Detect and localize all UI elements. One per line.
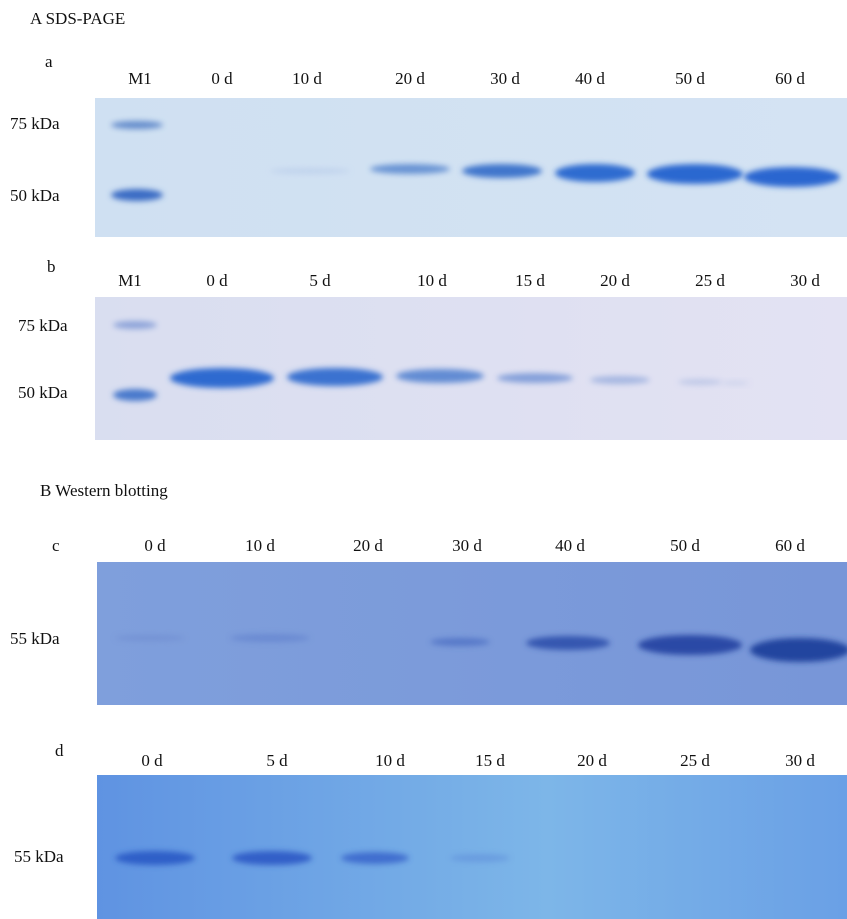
section-title: A SDS-PAGE bbox=[30, 9, 125, 28]
panel-label: d bbox=[55, 741, 64, 760]
lane-label: 20 d bbox=[600, 271, 630, 290]
marker-label: 55 kDa bbox=[14, 847, 64, 866]
lane-label: 10 d bbox=[375, 751, 405, 770]
band bbox=[232, 851, 312, 865]
lane-label: 20 d bbox=[353, 536, 383, 555]
lane-label: 5 d bbox=[266, 751, 288, 770]
band bbox=[341, 852, 409, 864]
lane-label: 50 d bbox=[675, 69, 705, 88]
lane-label: 40 d bbox=[575, 69, 605, 88]
lane-label: M1 bbox=[118, 271, 142, 290]
band bbox=[555, 164, 635, 182]
band bbox=[287, 368, 383, 386]
band bbox=[678, 379, 722, 385]
panel-label: c bbox=[52, 536, 60, 555]
lane-label: 60 d bbox=[775, 69, 805, 88]
band bbox=[396, 369, 484, 383]
band bbox=[170, 368, 274, 388]
lane-label: 40 d bbox=[555, 536, 585, 555]
lane-label: 0 d bbox=[141, 751, 163, 770]
lane-label: 15 d bbox=[475, 751, 505, 770]
lane-label: 5 d bbox=[309, 271, 331, 290]
band bbox=[450, 854, 510, 862]
band bbox=[111, 189, 163, 201]
marker-label: 55 kDa bbox=[10, 629, 60, 648]
band bbox=[113, 321, 157, 329]
band bbox=[590, 376, 650, 384]
section-title: B Western blotting bbox=[40, 481, 168, 500]
gel-c bbox=[97, 562, 847, 705]
marker-label: 50 kDa bbox=[10, 186, 60, 205]
band bbox=[115, 635, 185, 641]
band bbox=[526, 636, 610, 650]
lane-label: 20 d bbox=[577, 751, 607, 770]
marker-label: 75 kDa bbox=[10, 114, 60, 133]
band bbox=[430, 638, 490, 646]
band bbox=[647, 164, 743, 184]
marker-label: 50 kDa bbox=[18, 383, 68, 402]
band bbox=[497, 373, 573, 383]
band bbox=[638, 635, 742, 655]
lane-label: M1 bbox=[128, 69, 152, 88]
band bbox=[744, 167, 840, 187]
panel-label: a bbox=[45, 52, 53, 71]
lane-label: 15 d bbox=[515, 271, 545, 290]
band bbox=[115, 851, 195, 865]
lane-label: 30 d bbox=[490, 69, 520, 88]
lane-label: 0 d bbox=[206, 271, 228, 290]
lane-label: 10 d bbox=[245, 536, 275, 555]
lane-label: 30 d bbox=[785, 751, 815, 770]
panel-label: b bbox=[47, 257, 56, 276]
lane-label: 50 d bbox=[670, 536, 700, 555]
lane-label: 20 d bbox=[395, 69, 425, 88]
band bbox=[750, 638, 847, 662]
marker-label: 75 kDa bbox=[18, 316, 68, 335]
band bbox=[230, 634, 310, 642]
band bbox=[462, 164, 542, 178]
lane-label: 25 d bbox=[695, 271, 725, 290]
lane-label: 0 d bbox=[211, 69, 233, 88]
lane-label: 10 d bbox=[292, 69, 322, 88]
lane-label: 25 d bbox=[680, 751, 710, 770]
lane-label: 30 d bbox=[790, 271, 820, 290]
lane-label: 10 d bbox=[417, 271, 447, 290]
lane-label: 0 d bbox=[144, 536, 166, 555]
band bbox=[270, 168, 350, 174]
lane-label: 60 d bbox=[775, 536, 805, 555]
band bbox=[113, 389, 157, 401]
lane-label: 30 d bbox=[452, 536, 482, 555]
band bbox=[721, 381, 749, 385]
band bbox=[111, 121, 163, 129]
gel-d bbox=[97, 775, 847, 919]
band bbox=[370, 164, 450, 174]
